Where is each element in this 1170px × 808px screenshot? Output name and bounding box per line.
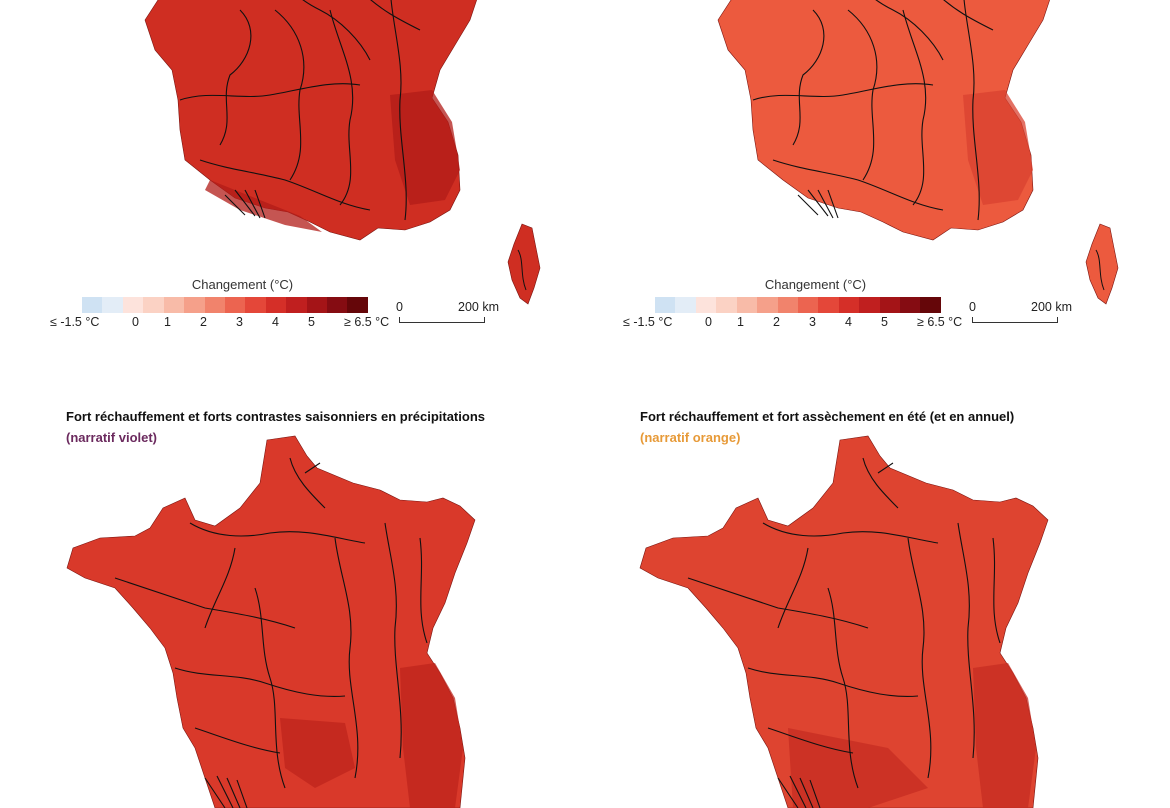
legend-swatch <box>347 297 368 313</box>
legend-tick-label: 5 <box>881 315 888 329</box>
legend-tick-label: ≤ -1.5 °C <box>623 315 673 329</box>
legend-swatch <box>757 297 778 313</box>
legend-tick-label: 2 <box>200 315 207 329</box>
alps-shading <box>400 663 463 808</box>
legend-swatch <box>900 297 921 313</box>
legend-tick-label: 2 <box>773 315 780 329</box>
legend-swatch <box>82 297 103 313</box>
panel-title: Fort réchauffement et fort assèchement e… <box>640 409 1015 424</box>
legend-tick-label: 0 <box>132 315 139 329</box>
france-mainland <box>717 0 1050 241</box>
color-legend: Changement (°C) ≤ -1.5 °C 0 1 2 3 4 5 ≥ 6.5 °C <box>623 277 983 337</box>
legend-swatch <box>859 297 880 313</box>
panel-top-right: Changement (°C) ≤ -1.5 °C 0 1 2 3 4 5 ≥ 6.5 °C … <box>573 0 1158 345</box>
legend-swatch <box>716 297 737 313</box>
legend-swatch <box>736 297 758 313</box>
scale-line <box>399 317 485 323</box>
river-network <box>179 0 421 221</box>
legend-swatch <box>675 297 696 313</box>
scale-distance-label: 200 km <box>458 300 499 314</box>
scale-line <box>972 317 1058 323</box>
scale-distance-label: 200 km <box>1031 300 1072 314</box>
river-network <box>114 457 428 808</box>
legend-swatch <box>777 297 798 313</box>
legend-swatch <box>655 297 676 313</box>
legend-swatch <box>879 297 901 313</box>
france-mainland <box>639 435 1049 808</box>
france-map <box>144 0 477 241</box>
panel-subtitle: (narratif orange) <box>640 430 741 445</box>
legend-swatch <box>838 297 860 313</box>
legend-tick-label: 3 <box>809 315 816 329</box>
panel-title: Fort réchauffement et forts contrastes s… <box>66 409 485 424</box>
legend-colorbar <box>655 297 941 313</box>
river-network <box>752 0 994 221</box>
legend-ticks: ≤ -1.5 °C 0 1 2 3 4 5 ≥ 6.5 °C <box>50 315 410 331</box>
scale-zero-label: 0 <box>396 300 403 314</box>
river-network <box>687 457 1001 808</box>
legend-swatch <box>224 297 246 313</box>
massif-central-shading <box>280 718 355 788</box>
legend-swatch <box>265 297 287 313</box>
legend-title: Changement (°C) <box>764 277 867 292</box>
legend-swatch <box>286 297 307 313</box>
legend-swatch <box>797 297 819 313</box>
legend-ticks: ≤ -1.5 °C 0 1 2 3 4 5 ≥ 6.5 °C <box>623 315 983 331</box>
legend-swatch <box>245 297 266 313</box>
corsica-map <box>507 223 541 305</box>
panel-top-left: Changement (°C) ≤ -1.5 °C 0 1 2 3 4 5 ≥ 6.5 °C … <box>0 0 585 345</box>
legend-tick-label: ≤ -1.5 °C <box>50 315 100 329</box>
panel-bottom-left: Fort réchauffement et forts contrastes s… <box>0 400 585 808</box>
legend-swatch <box>163 297 185 313</box>
legend-swatch <box>143 297 164 313</box>
legend-tick-label: 0 <box>705 315 712 329</box>
scale-bar: 0 200 km <box>969 300 1099 340</box>
legend-tick-label: 4 <box>272 315 279 329</box>
legend-swatch <box>920 297 941 313</box>
legend-tick-label: 5 <box>308 315 315 329</box>
legend-tick-label: ≥ 6.5 °C <box>917 315 963 329</box>
southwest-shading <box>788 728 928 808</box>
legend-swatch <box>327 297 348 313</box>
legend-tick-label: 1 <box>164 315 171 329</box>
legend-tick-label: 3 <box>236 315 243 329</box>
legend-swatch <box>818 297 839 313</box>
france-map <box>66 435 476 808</box>
legend-swatch <box>122 297 144 313</box>
scale-zero-label: 0 <box>969 300 976 314</box>
alps-shading <box>973 663 1036 808</box>
scale-bar: 0 200 km <box>396 300 526 340</box>
legend-swatch <box>695 297 717 313</box>
legend-colorbar <box>82 297 368 313</box>
alps-shading <box>390 90 460 205</box>
france-mainland <box>144 0 477 241</box>
legend-swatch <box>306 297 328 313</box>
legend-tick-label: 1 <box>737 315 744 329</box>
france-map <box>717 0 1050 241</box>
legend-tick-label: ≥ 6.5 °C <box>344 315 390 329</box>
legend-swatch <box>184 297 205 313</box>
france-mainland <box>66 435 476 808</box>
panel-bottom-right: Fort réchauffement et fort assèchement e… <box>573 400 1170 808</box>
panel-subtitle: (narratif violet) <box>66 430 158 445</box>
legend-title: Changement (°C) <box>191 277 294 292</box>
corsica-map <box>1085 223 1119 305</box>
color-legend: Changement (°C) ≤ -1.5 °C 0 1 2 3 4 5 ≥ 6.5 °C <box>50 277 410 337</box>
legend-tick-label: 4 <box>845 315 852 329</box>
alps-shading <box>963 90 1033 205</box>
france-map <box>639 435 1049 808</box>
pyrenees-shading <box>205 180 322 232</box>
legend-swatch <box>102 297 123 313</box>
legend-swatch <box>204 297 225 313</box>
